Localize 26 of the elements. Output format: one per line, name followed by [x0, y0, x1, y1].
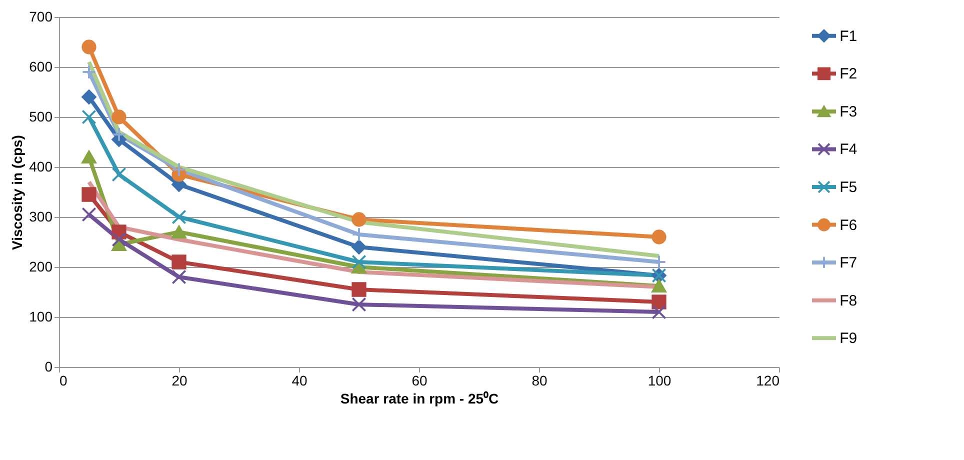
- y-tick-label: 600: [29, 58, 53, 74]
- legend-label: F1: [840, 28, 858, 45]
- legend-label: F4: [840, 141, 858, 158]
- y-tick-label: 0: [44, 358, 53, 374]
- x-tick-label: 60: [412, 372, 428, 388]
- legend-label: F2: [840, 66, 858, 83]
- y-tick-label: 200: [29, 258, 53, 274]
- y-tick-label: 300: [29, 208, 53, 224]
- x-tick-label: 80: [532, 372, 548, 388]
- legend-label: F3: [840, 103, 858, 120]
- legend-label: F9: [840, 330, 858, 348]
- x-tick-label: 120: [756, 372, 780, 388]
- y-tick-label: 500: [29, 108, 53, 124]
- legend-label: F8: [840, 292, 858, 310]
- y-tick-label: 100: [29, 308, 53, 324]
- legend-label: F6: [840, 216, 858, 234]
- x-tick-label: 0: [60, 372, 68, 388]
- legend-label: F5: [840, 179, 858, 196]
- x-axis-title: Shear rate in rpm - 25⁰C: [340, 390, 499, 406]
- x-tick-label: 40: [292, 372, 308, 388]
- y-tick-label: 400: [29, 158, 53, 174]
- x-tick-label: 100: [648, 372, 672, 388]
- y-tick-label: 700: [29, 8, 53, 24]
- y-axis-title: Viscosity in (cps): [9, 135, 26, 250]
- legend-label: F7: [840, 254, 858, 272]
- x-tick-label: 20: [172, 372, 188, 388]
